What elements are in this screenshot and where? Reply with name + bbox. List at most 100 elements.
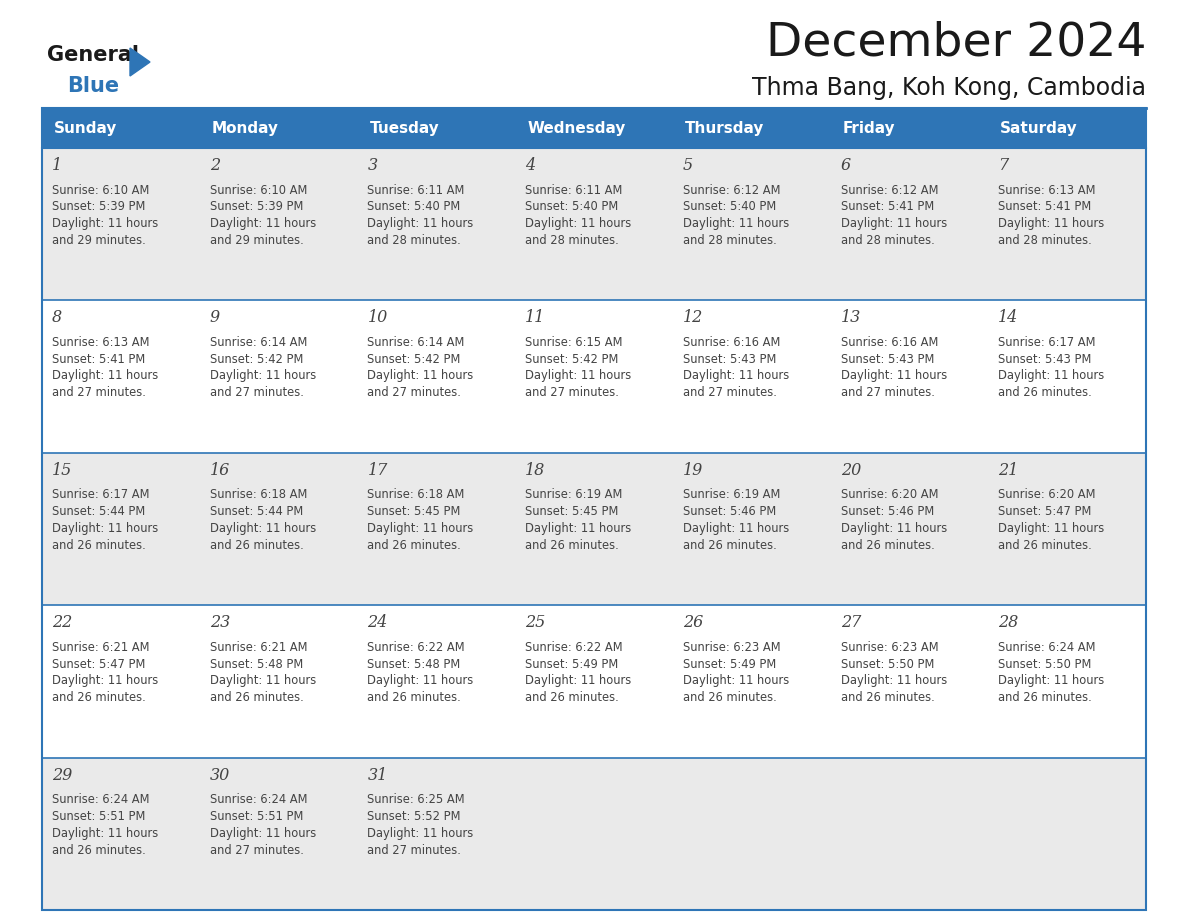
Text: and 26 minutes.: and 26 minutes. — [841, 691, 934, 704]
Text: Sunrise: 6:19 AM: Sunrise: 6:19 AM — [525, 488, 623, 501]
Bar — [358, 605, 516, 757]
Text: Sunrise: 6:16 AM: Sunrise: 6:16 AM — [841, 336, 939, 349]
Bar — [358, 757, 516, 910]
Text: Saturday: Saturday — [1000, 120, 1078, 136]
Text: 7: 7 — [998, 157, 1009, 174]
Text: 31: 31 — [367, 767, 387, 784]
Text: Tuesday: Tuesday — [369, 120, 440, 136]
Text: 13: 13 — [841, 309, 861, 327]
Text: Sunset: 5:50 PM: Sunset: 5:50 PM — [998, 657, 1092, 670]
Text: Daylight: 11 hours: Daylight: 11 hours — [210, 675, 316, 688]
Text: Daylight: 11 hours: Daylight: 11 hours — [683, 522, 789, 535]
Bar — [42, 300, 200, 453]
Text: Daylight: 11 hours: Daylight: 11 hours — [841, 217, 947, 230]
Bar — [42, 108, 1146, 910]
Bar — [42, 757, 200, 910]
Bar — [516, 605, 672, 757]
Text: Daylight: 11 hours: Daylight: 11 hours — [525, 522, 631, 535]
Bar — [42, 453, 200, 605]
Text: Sunset: 5:44 PM: Sunset: 5:44 PM — [210, 505, 303, 518]
Text: Sunrise: 6:24 AM: Sunrise: 6:24 AM — [998, 641, 1095, 654]
Bar — [988, 148, 1146, 300]
Text: 23: 23 — [210, 614, 230, 632]
Text: Sunrise: 6:16 AM: Sunrise: 6:16 AM — [683, 336, 781, 349]
Text: Wednesday: Wednesday — [527, 120, 626, 136]
Text: Daylight: 11 hours: Daylight: 11 hours — [367, 370, 474, 383]
Text: General: General — [48, 45, 139, 65]
Text: 4: 4 — [525, 157, 536, 174]
Text: Sunset: 5:44 PM: Sunset: 5:44 PM — [52, 505, 145, 518]
Text: Daylight: 11 hours: Daylight: 11 hours — [367, 522, 474, 535]
Bar — [516, 108, 672, 148]
Text: Sunset: 5:42 PM: Sunset: 5:42 PM — [525, 353, 619, 365]
Bar — [358, 300, 516, 453]
Text: Daylight: 11 hours: Daylight: 11 hours — [210, 522, 316, 535]
Bar — [200, 148, 358, 300]
Text: Daylight: 11 hours: Daylight: 11 hours — [210, 217, 316, 230]
Bar — [830, 757, 988, 910]
Text: Sunrise: 6:18 AM: Sunrise: 6:18 AM — [210, 488, 307, 501]
Text: Sunrise: 6:24 AM: Sunrise: 6:24 AM — [52, 793, 150, 806]
Text: 27: 27 — [841, 614, 861, 632]
Text: Daylight: 11 hours: Daylight: 11 hours — [367, 217, 474, 230]
Text: and 26 minutes.: and 26 minutes. — [52, 691, 146, 704]
Text: and 29 minutes.: and 29 minutes. — [52, 234, 146, 247]
Text: 29: 29 — [52, 767, 72, 784]
Text: Monday: Monday — [211, 120, 279, 136]
Text: 21: 21 — [998, 462, 1018, 479]
Bar — [830, 108, 988, 148]
Text: and 27 minutes.: and 27 minutes. — [210, 844, 304, 856]
Text: 17: 17 — [367, 462, 387, 479]
Text: 25: 25 — [525, 614, 545, 632]
Text: Sunrise: 6:21 AM: Sunrise: 6:21 AM — [210, 641, 308, 654]
Text: Sunrise: 6:19 AM: Sunrise: 6:19 AM — [683, 488, 781, 501]
Text: and 26 minutes.: and 26 minutes. — [525, 539, 619, 552]
Text: Sunrise: 6:22 AM: Sunrise: 6:22 AM — [525, 641, 623, 654]
Text: and 26 minutes.: and 26 minutes. — [998, 691, 1092, 704]
Bar — [988, 453, 1146, 605]
Text: and 27 minutes.: and 27 minutes. — [525, 386, 619, 399]
Text: Daylight: 11 hours: Daylight: 11 hours — [210, 370, 316, 383]
Text: Sunset: 5:39 PM: Sunset: 5:39 PM — [52, 200, 145, 213]
Text: Sunset: 5:49 PM: Sunset: 5:49 PM — [525, 657, 619, 670]
Bar — [42, 108, 200, 148]
Text: and 27 minutes.: and 27 minutes. — [210, 386, 304, 399]
Text: Sunrise: 6:10 AM: Sunrise: 6:10 AM — [210, 184, 307, 196]
Text: Daylight: 11 hours: Daylight: 11 hours — [367, 675, 474, 688]
Text: Sunrise: 6:25 AM: Sunrise: 6:25 AM — [367, 793, 465, 806]
Bar — [42, 605, 200, 757]
Text: Sunset: 5:45 PM: Sunset: 5:45 PM — [525, 505, 619, 518]
Text: Sunrise: 6:20 AM: Sunrise: 6:20 AM — [998, 488, 1095, 501]
Text: 6: 6 — [841, 157, 851, 174]
Text: Sunday: Sunday — [53, 120, 118, 136]
Bar — [358, 148, 516, 300]
Text: and 28 minutes.: and 28 minutes. — [367, 234, 461, 247]
Text: 12: 12 — [683, 309, 703, 327]
Text: Sunset: 5:41 PM: Sunset: 5:41 PM — [841, 200, 934, 213]
Text: Daylight: 11 hours: Daylight: 11 hours — [998, 370, 1105, 383]
Text: Daylight: 11 hours: Daylight: 11 hours — [367, 827, 474, 840]
Text: Daylight: 11 hours: Daylight: 11 hours — [525, 217, 631, 230]
Text: 30: 30 — [210, 767, 230, 784]
Text: Sunset: 5:48 PM: Sunset: 5:48 PM — [367, 657, 461, 670]
Text: December 2024: December 2024 — [765, 20, 1146, 65]
Text: 15: 15 — [52, 462, 72, 479]
Text: and 27 minutes.: and 27 minutes. — [683, 386, 777, 399]
Text: Sunset: 5:42 PM: Sunset: 5:42 PM — [367, 353, 461, 365]
Text: Sunset: 5:40 PM: Sunset: 5:40 PM — [525, 200, 619, 213]
Bar — [988, 605, 1146, 757]
Bar — [516, 300, 672, 453]
Text: Daylight: 11 hours: Daylight: 11 hours — [683, 675, 789, 688]
Text: Daylight: 11 hours: Daylight: 11 hours — [210, 827, 316, 840]
Bar — [988, 300, 1146, 453]
Text: 22: 22 — [52, 614, 72, 632]
Text: and 27 minutes.: and 27 minutes. — [841, 386, 935, 399]
Text: Daylight: 11 hours: Daylight: 11 hours — [998, 217, 1105, 230]
Text: Sunrise: 6:12 AM: Sunrise: 6:12 AM — [683, 184, 781, 196]
Text: 1: 1 — [52, 157, 62, 174]
Text: Daylight: 11 hours: Daylight: 11 hours — [525, 675, 631, 688]
Text: and 26 minutes.: and 26 minutes. — [210, 691, 303, 704]
Text: 8: 8 — [52, 309, 62, 327]
Text: and 28 minutes.: and 28 minutes. — [525, 234, 619, 247]
Text: Sunrise: 6:17 AM: Sunrise: 6:17 AM — [52, 488, 150, 501]
